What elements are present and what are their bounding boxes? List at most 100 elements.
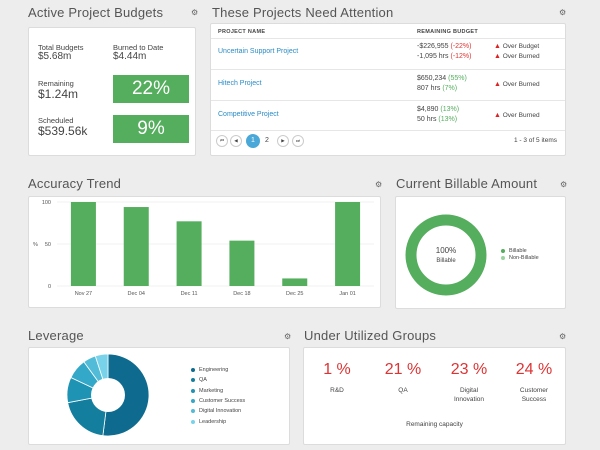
attention-card: PROJECT NAME REMAINING BUDGET Uncertain … xyxy=(210,23,566,156)
divider xyxy=(211,38,565,39)
legend-marketing: Marketing xyxy=(191,388,223,394)
x-tick-label: Dec 25 xyxy=(286,291,303,297)
gear-icon[interactable]: ⚙ xyxy=(375,180,383,189)
warning-icon: ▲ xyxy=(494,81,501,88)
status-1b: ▲ Over Burned xyxy=(494,53,540,60)
legend-customer-success: Customer Success xyxy=(191,398,245,404)
warning-icon: ▲ xyxy=(494,43,501,50)
divider xyxy=(211,100,565,101)
group-customer-success-name: Customer Success xyxy=(519,387,549,403)
x-tick-label: Dec 11 xyxy=(181,291,198,297)
underutilized-title: Under Utilized Groups xyxy=(304,328,437,343)
accuracy-card: % 0 50 100 Nov 27 Dec 04 Dec 11 Dec 18 Dec 25 Ja… xyxy=(28,196,381,308)
col-project-header: PROJECT NAME xyxy=(218,29,266,35)
legend-dot xyxy=(501,248,505,253)
group-digital-innovation-pct: 23 % xyxy=(450,361,488,378)
legend-non-billable: Non-Billable xyxy=(501,255,539,261)
budget-hours-3: 50 hrs (13%) xyxy=(417,116,458,123)
y-axis-label: % xyxy=(33,242,38,248)
pager-summary: 1 - 3 of 5 items xyxy=(514,137,557,144)
status-3: ▲ Over Burned xyxy=(494,112,540,119)
divider xyxy=(211,69,565,70)
billable-slice xyxy=(405,214,487,296)
legend-digital-innovation: Digital Innovation xyxy=(191,408,241,414)
budget-amount-2: $650,234 (55%) xyxy=(417,75,467,82)
x-tick-label: Dec 04 xyxy=(128,291,145,297)
x-tick-label: Dec 18 xyxy=(233,291,250,297)
budgets-card: Total Budgets $5.68m Burned to Date $4.4… xyxy=(28,27,196,156)
legend-dot xyxy=(191,377,195,382)
pager-page-1[interactable]: 1 xyxy=(246,134,260,148)
group-rd-pct: 1 % xyxy=(323,361,351,378)
accuracy-chart: % 0 50 100 Nov 27 Dec 04 Dec 11 Dec 18 Dec 25 Ja… xyxy=(33,200,374,297)
gear-icon[interactable]: ⚙ xyxy=(559,8,567,17)
x-tick-label: Nov 27 xyxy=(75,291,92,297)
pager-next-button[interactable]: ▶ xyxy=(277,135,289,147)
pager-page-2[interactable]: 2 xyxy=(265,137,269,144)
burned-value: $4.44m xyxy=(113,51,147,62)
y-tick-label: 0 xyxy=(48,284,51,290)
group-qa-pct: 21 % xyxy=(384,361,422,378)
group-qa-name: QA xyxy=(398,387,408,394)
legend-billable: Billable xyxy=(501,248,527,254)
leverage-slice-engineering[interactable] xyxy=(102,353,150,437)
total-budgets-value: $5.68m xyxy=(38,51,72,62)
legend-engineering: Engineering xyxy=(191,367,228,373)
billable-donut: 100% Billable xyxy=(405,214,487,296)
budget-hours-2: 807 hrs (7%) xyxy=(417,85,458,92)
y-tick-label: 50 xyxy=(45,242,51,248)
scheduled-value: $539.56k xyxy=(38,124,88,138)
bar[interactable] xyxy=(282,278,308,286)
legend-qa: QA xyxy=(191,377,207,383)
burned-label: Burned to Date xyxy=(113,43,164,52)
col-budget-header: REMAINING BUDGET xyxy=(417,29,479,35)
remaining-pct-box: 22% xyxy=(113,75,189,103)
accuracy-title: Accuracy Trend xyxy=(28,176,122,191)
legend-dot xyxy=(501,255,505,260)
budget-amount-3: $4,890 (13%) xyxy=(417,106,460,113)
warning-icon: ▲ xyxy=(494,53,501,60)
billable-card: 100% Billable Billable Non-Billable xyxy=(395,196,566,309)
y-tick-label: 100 xyxy=(42,200,51,206)
gear-icon[interactable]: ⚙ xyxy=(191,8,199,17)
attention-title: These Projects Need Attention xyxy=(212,5,394,20)
legend-dot xyxy=(191,388,195,393)
pager-last-button[interactable]: ⏭ xyxy=(292,135,304,147)
x-tick-label: Jan 01 xyxy=(339,291,356,297)
donut-hole xyxy=(91,378,125,412)
underutilized-card: 1 % R&D 21 % QA 23 % Digital Innovation … xyxy=(303,347,566,445)
group-rd-name: R&D xyxy=(330,387,344,394)
scheduled-label: Scheduled xyxy=(38,116,74,125)
leverage-donut xyxy=(66,353,150,437)
legend-dot xyxy=(191,367,195,372)
pager-prev-button[interactable]: ◀ xyxy=(230,135,242,147)
total-budgets-label: Total Budgets xyxy=(38,43,84,52)
remaining-value: $1.24m xyxy=(38,87,79,101)
project-link-2[interactable]: Hitech Project xyxy=(218,80,262,87)
bar[interactable] xyxy=(123,207,149,286)
bar[interactable] xyxy=(70,202,96,286)
bar[interactable] xyxy=(176,221,202,286)
project-link-1[interactable]: Uncertain Support Project xyxy=(218,48,299,55)
gear-icon[interactable]: ⚙ xyxy=(559,332,567,341)
leverage-title: Leverage xyxy=(28,328,84,343)
group-digital-innovation-name: Digital Innovation xyxy=(454,387,484,403)
budget-hours-1: -1,095 hrs (-12%) xyxy=(417,53,472,60)
legend-leadership: Leadership xyxy=(191,419,226,425)
bar[interactable] xyxy=(229,240,255,286)
pager-first-button[interactable]: ⏮ xyxy=(216,135,228,147)
remaining-label: Remaining xyxy=(38,79,74,88)
group-customer-success-pct: 24 % xyxy=(515,361,553,378)
legend-dot xyxy=(191,398,195,403)
gear-icon[interactable]: ⚙ xyxy=(560,180,568,189)
divider xyxy=(211,130,565,131)
gear-icon[interactable]: ⚙ xyxy=(284,332,292,341)
project-link-3[interactable]: Competitive Project xyxy=(218,111,279,118)
billable-center-pct: 100% xyxy=(436,246,456,255)
billable-center-label: Billable xyxy=(436,258,456,264)
legend-dot xyxy=(191,408,195,413)
legend-dot xyxy=(191,419,195,424)
bar[interactable] xyxy=(335,202,361,286)
leverage-card: Engineering QA Marketing Customer Succes… xyxy=(28,347,290,445)
warning-icon: ▲ xyxy=(494,112,501,119)
